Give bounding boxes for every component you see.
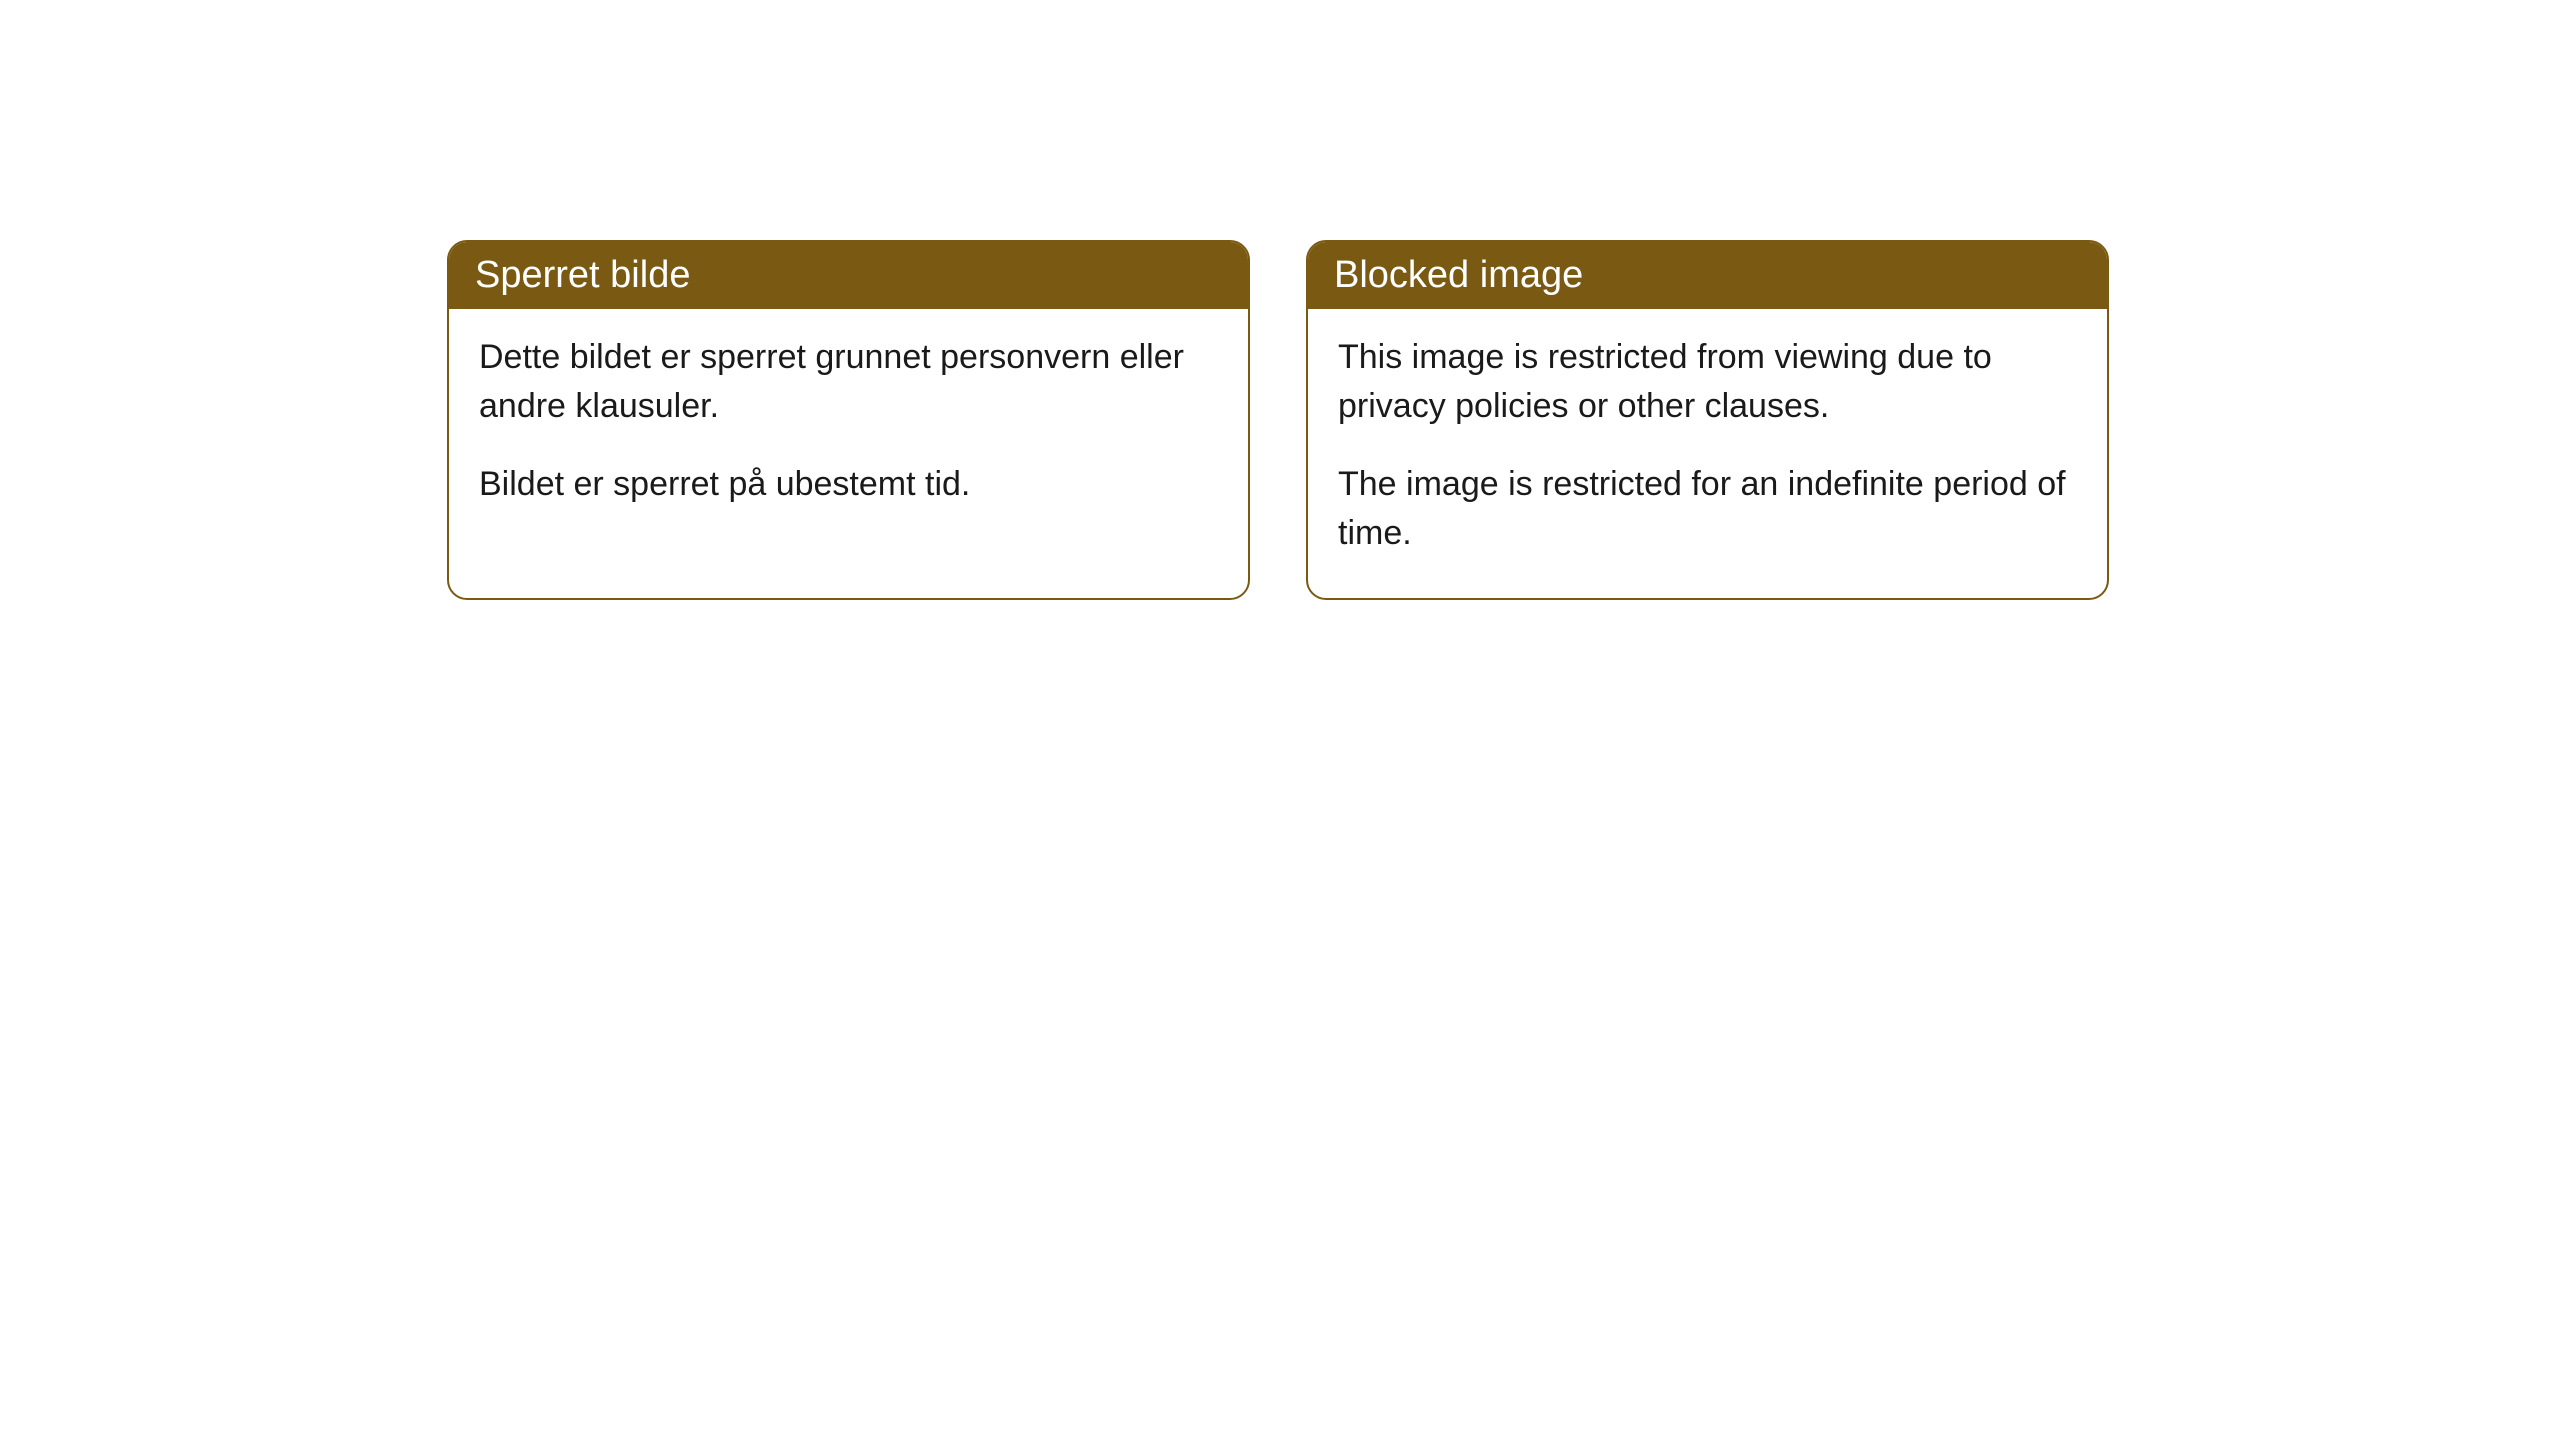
card-body-norwegian: Dette bildet er sperret grunnet personve… <box>449 309 1248 549</box>
card-text-english-1: This image is restricted from viewing du… <box>1338 333 2077 432</box>
notice-container: Sperret bilde Dette bildet er sperret gr… <box>447 240 2109 600</box>
card-header-english: Blocked image <box>1308 242 2107 309</box>
card-english: Blocked image This image is restricted f… <box>1306 240 2109 600</box>
card-norwegian: Sperret bilde Dette bildet er sperret gr… <box>447 240 1250 600</box>
card-body-english: This image is restricted from viewing du… <box>1308 309 2107 598</box>
card-text-norwegian-1: Dette bildet er sperret grunnet personve… <box>479 333 1218 432</box>
card-text-norwegian-2: Bildet er sperret på ubestemt tid. <box>479 460 1218 509</box>
card-header-norwegian: Sperret bilde <box>449 242 1248 309</box>
card-text-english-2: The image is restricted for an indefinit… <box>1338 460 2077 559</box>
